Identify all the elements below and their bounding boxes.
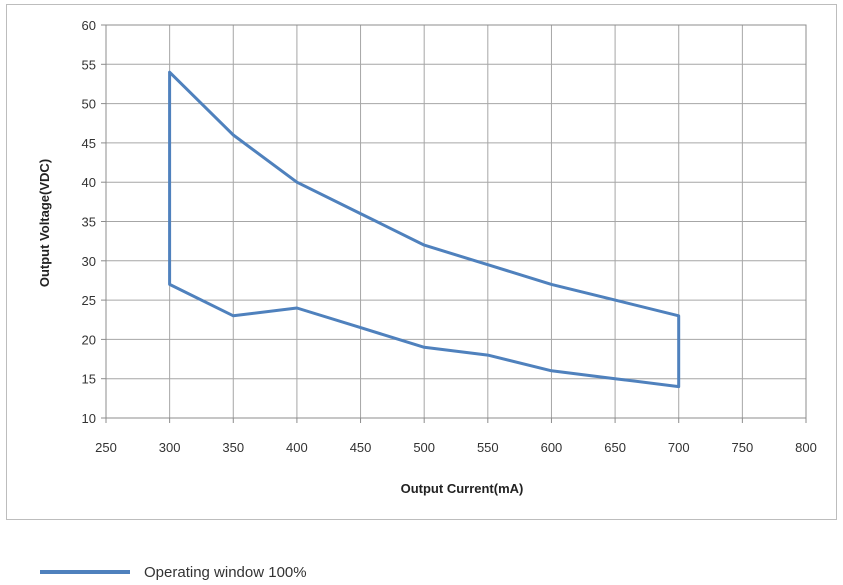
y-tick-label-30: 30 [82,254,96,269]
y-tick-label-45: 45 [82,136,96,151]
x-axis-title: Output Current(mA) [401,481,524,496]
y-tick-label-35: 35 [82,215,96,230]
legend-line-swatch [40,570,130,574]
x-tick-label-550: 550 [477,440,499,455]
x-tick-label-350: 350 [222,440,244,455]
y-tick-label-55: 55 [82,57,96,72]
y-tick-label-20: 20 [82,332,96,347]
y-tick-label-10: 10 [82,411,96,426]
y-tick-label-50: 50 [82,97,96,112]
x-tick-label-800: 800 [795,440,817,455]
x-tick-label-250: 250 [95,440,117,455]
y-tick-label-25: 25 [82,293,96,308]
chart-plot: 250 300 350 400 450 500 550 600 650 700 750 800 101… [37,18,817,496]
series-layer [168,70,681,389]
y-tick-label-15: 15 [82,372,96,387]
grid-lines [101,24,807,423]
x-tick-label-650: 650 [604,440,626,455]
x-tick-label-600: 600 [541,440,563,455]
y-tick-label-40: 40 [82,175,96,190]
legend: Operating window 100% [40,560,307,584]
y-tick-labels: 10 15 20 25 30 35 40 45 50 55 60 [82,18,96,426]
x-tick-label-750: 750 [732,440,754,455]
x-tick-label-300: 300 [159,440,181,455]
series-line-0 [168,70,681,389]
chart-frame: 250 300 350 400 450 500 550 600 650 700 750 800 10 1… [6,4,837,520]
x-tick-label-500: 500 [413,440,435,455]
plot-area-border [105,24,807,419]
x-tick-labels: 250 300 350 400 450 500 550 600 650 700 750 800 [95,440,817,455]
legend-label: Operating window 100% [144,563,307,581]
x-tick-label-700: 700 [668,440,690,455]
y-axis-title: Output Voltage(VDC) [37,159,52,287]
x-tick-label-450: 450 [350,440,372,455]
y-tick-label-60: 60 [82,18,96,33]
x-tick-label-400: 400 [286,440,308,455]
